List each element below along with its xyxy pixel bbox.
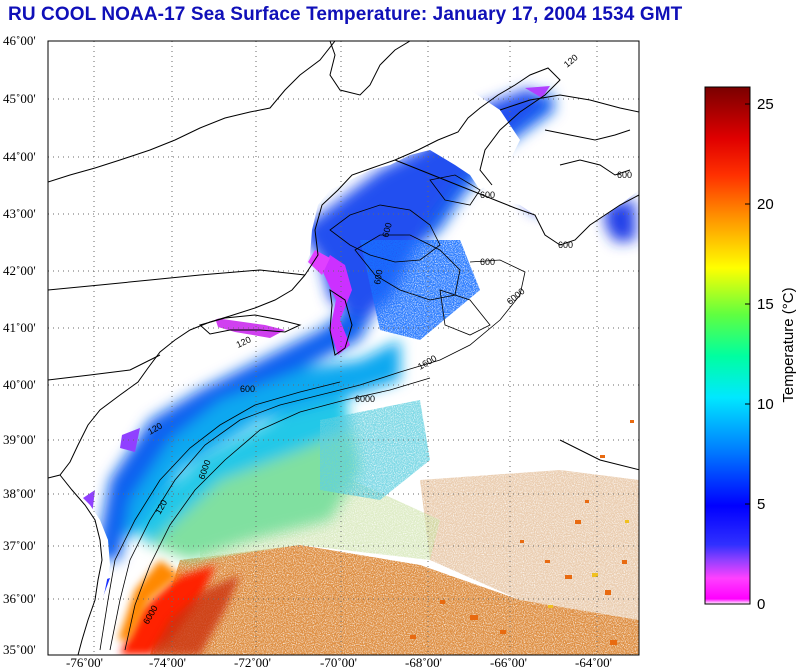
longitude-axis: -76˚00' -74˚00' -72˚00' -70˚00' -68˚00' … (66, 655, 612, 670)
colorbar-gradient (704, 86, 751, 605)
isobath-label: 600 (372, 269, 384, 286)
colorbar-tick-label: 15 (757, 296, 774, 313)
isobath-label: 600 (617, 170, 632, 180)
lat-tick-label: 44˚00' (3, 149, 36, 164)
sst-field (48, 41, 639, 655)
lat-tick-label: 36˚00' (3, 591, 36, 606)
isobath-label: 600 (480, 190, 495, 200)
colorbar-tick-label: 25 (757, 96, 774, 113)
lon-tick-label: -64˚00' (575, 655, 612, 670)
graticule (48, 41, 639, 655)
lat-tick-label: 38˚00' (3, 486, 36, 501)
colorbar-tick-label: 0 (757, 596, 765, 613)
lat-tick-label: 43˚00' (3, 206, 36, 221)
map-frame (47, 40, 640, 656)
lon-tick-label: -68˚00' (405, 655, 442, 670)
lon-tick-label: -74˚00' (149, 655, 186, 670)
lon-tick-label: -72˚00' (234, 655, 271, 670)
colorbar-tick-label: 20 (757, 196, 774, 213)
isobath-label: 600 (558, 240, 573, 250)
lat-tick-label: 46˚00' (3, 33, 36, 48)
isobath-label: 6000 (355, 394, 375, 404)
colorbar-ticks (745, 103, 750, 505)
colorbar-tick-label: 10 (757, 396, 774, 413)
lat-tick-label: 37˚00' (3, 538, 36, 553)
latitude-axis: 46˚00' 45˚00' 44˚00' 43˚00' 42˚00' 41˚00… (3, 33, 36, 657)
isobath-label: 600 (380, 221, 394, 238)
lat-tick-label: 39˚00' (3, 432, 36, 447)
lat-tick-label: 40˚00' (3, 377, 36, 392)
chart-title: RU COOL NOAA-17 Sea Surface Temperature:… (8, 4, 683, 25)
coastline (48, 41, 639, 655)
colorbar-title: Temperature (°C) (780, 287, 797, 402)
lon-tick-label: -66˚00' (490, 655, 527, 670)
isobath-label: 600 (240, 384, 255, 394)
lon-tick-label: -76˚00' (66, 655, 103, 670)
isobaths (99, 174, 526, 651)
isobath-label: 600 (480, 257, 495, 267)
lon-tick-label: -70˚00' (320, 655, 357, 670)
lat-tick-label: 35˚00' (3, 642, 36, 657)
lat-tick-label: 45˚00' (3, 91, 36, 106)
lat-tick-label: 42˚00' (3, 263, 36, 278)
lat-tick-label: 41˚00' (3, 320, 36, 335)
colorbar-tick-label: 5 (757, 496, 765, 513)
